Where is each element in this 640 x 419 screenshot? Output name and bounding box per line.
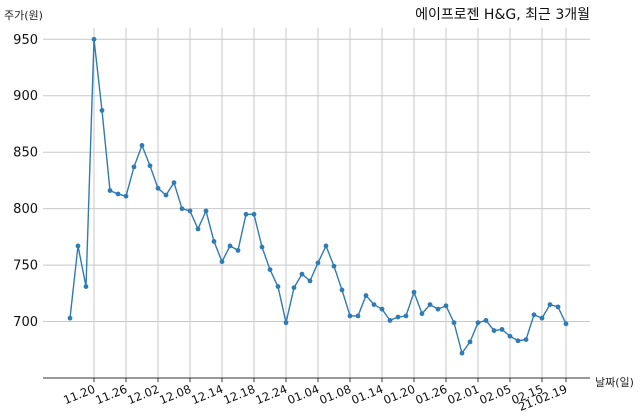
price-point <box>267 267 273 273</box>
price-point <box>243 211 249 217</box>
price-point <box>371 302 377 308</box>
price-point <box>451 320 457 326</box>
x-tick-label: 21.02.19 <box>516 382 569 414</box>
price-point <box>539 315 545 321</box>
series-layer <box>67 36 569 356</box>
price-point <box>147 163 153 169</box>
price-point <box>75 243 81 249</box>
grid-layer <box>43 28 590 378</box>
price-point <box>435 306 441 312</box>
y-axis-label: 주가(원) <box>4 9 43 22</box>
price-point <box>531 312 537 318</box>
price-point <box>523 337 529 343</box>
price-point <box>475 320 481 326</box>
price-point <box>483 318 489 323</box>
price-point <box>179 206 185 212</box>
price-point <box>227 243 233 249</box>
x-tick-label: 12.24 <box>253 382 289 407</box>
x-tick-label: 01.14 <box>349 382 385 407</box>
price-point <box>131 164 137 170</box>
x-tick-label: 12.02 <box>125 382 161 407</box>
price-point <box>291 285 297 291</box>
price-point <box>555 304 561 310</box>
chart-title: 에이프로젠 H&G, 최근 3개월 <box>415 7 590 23</box>
price-point <box>491 328 497 333</box>
price-point <box>259 244 265 250</box>
price-point <box>163 192 169 198</box>
price-point <box>339 287 345 293</box>
label-layer: 에이프로젠 H&G, 최근 3개월 주가(원) 날짜(일) <box>4 7 634 389</box>
y-tick-label: 750 <box>13 259 38 274</box>
price-point <box>299 271 305 277</box>
price-point <box>563 321 569 327</box>
x-tick-label: 02.05 <box>477 382 513 407</box>
price-point <box>283 320 289 326</box>
price-point <box>203 208 209 214</box>
y-tick-label: 800 <box>13 202 38 217</box>
price-point <box>347 313 353 319</box>
price-point <box>547 302 553 308</box>
price-point <box>219 259 225 265</box>
price-point <box>427 302 433 308</box>
x-tick-label: 11.26 <box>93 382 129 407</box>
y-tick-label: 700 <box>13 315 38 330</box>
price-point <box>275 284 281 289</box>
y-tick-label: 900 <box>13 89 38 104</box>
price-point <box>187 208 193 214</box>
price-point <box>467 339 473 345</box>
x-tick-label: 12.08 <box>157 382 193 407</box>
x-tick-label: 12.14 <box>189 382 225 407</box>
price-point <box>355 313 361 319</box>
price-point <box>459 350 465 356</box>
x-tick-label: 01.08 <box>317 382 353 407</box>
price-point <box>123 193 129 199</box>
price-point <box>115 191 121 197</box>
price-point <box>67 315 73 321</box>
price-point <box>323 243 329 249</box>
price-point <box>379 306 385 312</box>
price-point <box>315 260 321 266</box>
price-point <box>499 327 505 332</box>
x-axis-label: 날짜(일) <box>595 375 634 389</box>
price-point <box>443 303 449 309</box>
price-point <box>515 338 521 344</box>
price-point <box>507 333 513 339</box>
price-point <box>307 278 313 284</box>
y-tick-label: 950 <box>13 33 38 48</box>
x-tick-label: 11.20 <box>61 382 97 407</box>
price-point <box>419 311 425 317</box>
price-point <box>99 108 105 113</box>
price-point <box>83 284 89 289</box>
price-point <box>395 314 401 320</box>
price-point <box>411 289 417 295</box>
price-point <box>195 226 201 232</box>
price-point <box>403 313 409 319</box>
x-tick-label: 01.26 <box>413 382 449 407</box>
x-tick-label: 01.20 <box>381 382 417 407</box>
price-point <box>211 238 217 244</box>
x-tick-label: 12.18 <box>221 382 257 407</box>
price-point <box>107 188 113 193</box>
price-point <box>331 263 337 269</box>
price-point <box>155 185 161 191</box>
x-tick-label: 01.04 <box>285 382 321 407</box>
x-tick-label: 02.01 <box>445 382 481 407</box>
y-tick-label: 850 <box>13 146 38 161</box>
price-point <box>235 248 241 253</box>
price-point <box>91 36 97 42</box>
price-point <box>171 180 177 186</box>
price-point <box>363 293 369 298</box>
price-point <box>251 211 257 217</box>
price-point <box>139 143 145 148</box>
price-point <box>387 318 393 323</box>
